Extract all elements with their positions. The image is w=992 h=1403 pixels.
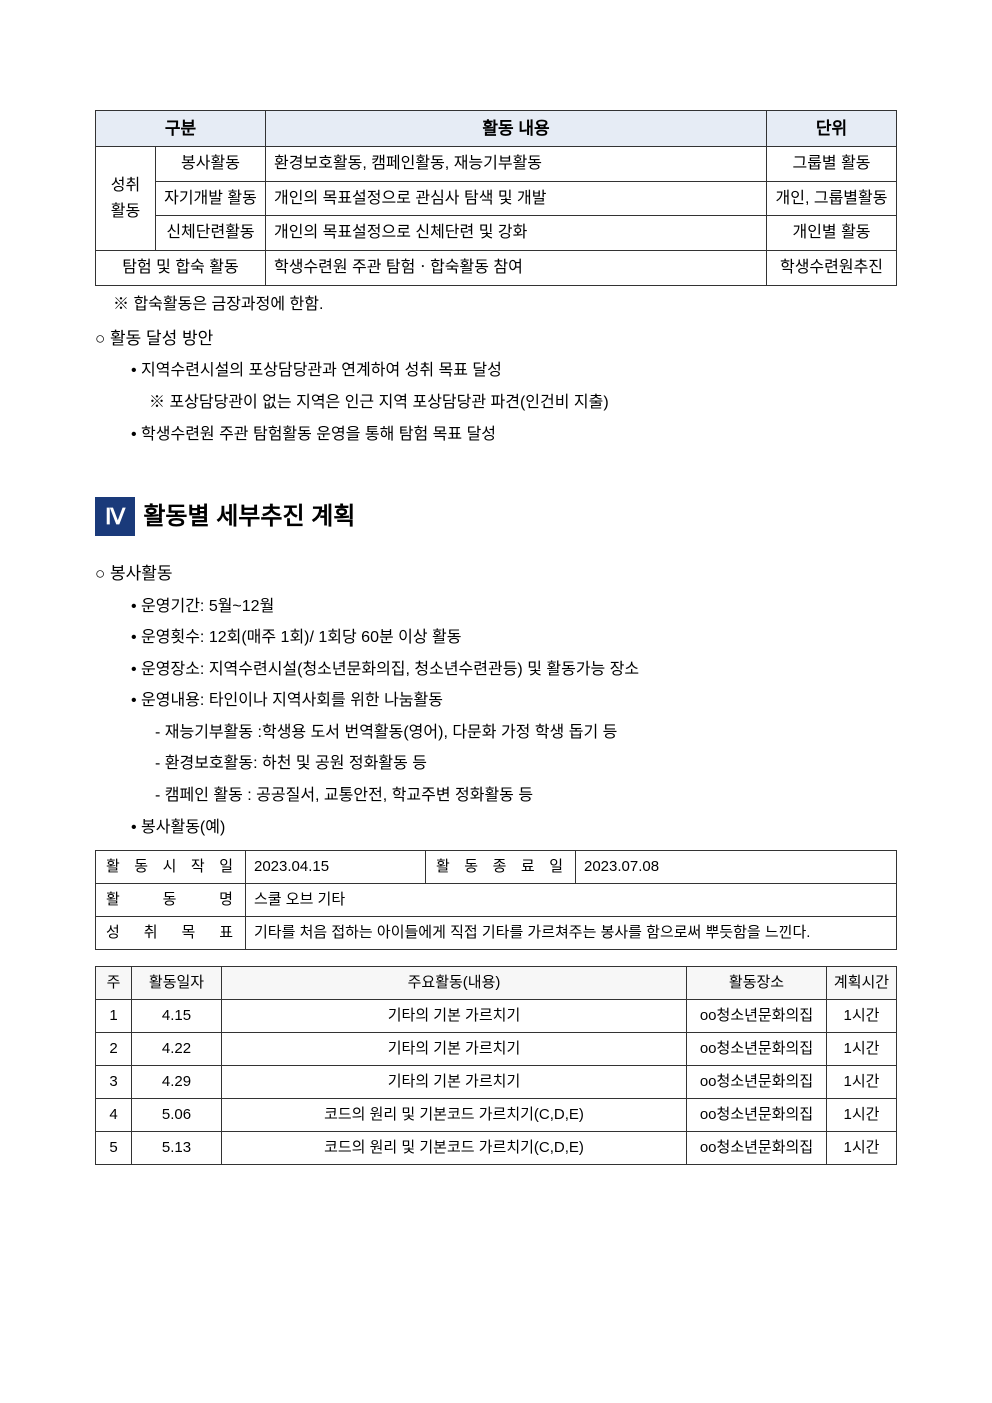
- table-row-content: 개인의 목표설정으로 신체단련 및 강화: [266, 216, 767, 251]
- meta-value-goal: 기타를 처음 접하는 아이들에게 직접 기타를 가르쳐주는 봉사를 함으로써 뿌…: [246, 917, 897, 950]
- sch-cell-date: 4.22: [132, 1033, 222, 1066]
- sch-cell-activity: 기타의 기본 가르치기: [222, 1066, 687, 1099]
- volunteer-bullet: 운영기간: 5월~12월: [131, 594, 897, 620]
- sch-cell-hours: 1시간: [827, 1132, 897, 1165]
- table-row: 24.22기타의 기본 가르치기oo청소년문화의집1시간: [96, 1033, 897, 1066]
- table-row-sub: 탐험 및 합숙 활동: [96, 250, 266, 285]
- sch-col-hours: 계획시간: [827, 967, 897, 1000]
- table-row-unit: 학생수련원추진: [767, 250, 897, 285]
- sch-cell-place: oo청소년문화의집: [687, 1033, 827, 1066]
- table-row-sub: 봉사활동: [156, 147, 266, 182]
- table-row-sub: 신체단련활동: [156, 216, 266, 251]
- sch-cell-activity: 코드의 원리 및 기본코드 가르치기(C,D,E): [222, 1099, 687, 1132]
- meta-label-goal: 성 취 목 표: [96, 917, 246, 950]
- achieve-subnote: ※ 포상담당관이 없는 지역은 인근 지역 포상담당관 파견(인건비 지출): [149, 390, 897, 416]
- col-header-unit: 단위: [767, 111, 897, 147]
- sch-cell-week: 2: [96, 1033, 132, 1066]
- col-header-category: 구분: [96, 111, 266, 147]
- note-hapsuk: ※ 합숙활동은 금장과정에 한함.: [113, 292, 897, 318]
- col-header-content: 활동 내용: [266, 111, 767, 147]
- meta-label-end: 활 동 종 료 일: [426, 851, 576, 884]
- sch-cell-place: oo청소년문화의집: [687, 1000, 827, 1033]
- sch-cell-week: 3: [96, 1066, 132, 1099]
- volunteer-bullet: 운영횟수: 12회(매주 1회)/ 1회당 60분 이상 활동: [131, 625, 897, 651]
- meta-value-end: 2023.07.08: [576, 851, 897, 884]
- sch-cell-week: 4: [96, 1099, 132, 1132]
- volunteer-heading: 봉사활동: [95, 560, 897, 587]
- sch-cell-activity: 기타의 기본 가르치기: [222, 1000, 687, 1033]
- section-title: 활동별 세부추진 계획: [143, 498, 355, 536]
- volunteer-example-bullet: 봉사활동(예): [131, 815, 897, 841]
- achieve-heading: 활동 달성 방안: [95, 325, 897, 352]
- table-row-content: 개인의 목표설정으로 관심사 탐색 및 개발: [266, 181, 767, 216]
- sch-cell-place: oo청소년문화의집: [687, 1066, 827, 1099]
- sch-cell-date: 5.06: [132, 1099, 222, 1132]
- volunteer-bullet: 운영내용: 타인이나 지역사회를 위한 나눔활동: [131, 688, 897, 714]
- table-row-unit: 그룹별 활동: [767, 147, 897, 182]
- table-row: 14.15기타의 기본 가르치기oo청소년문화의집1시간: [96, 1000, 897, 1033]
- sch-cell-date: 4.15: [132, 1000, 222, 1033]
- table-row-content: 환경보호활동, 캠페인활동, 재능기부활동: [266, 147, 767, 182]
- sch-cell-date: 4.29: [132, 1066, 222, 1099]
- sch-col-activity: 주요활동(내용): [222, 967, 687, 1000]
- meta-value-name: 스쿨 오브 기타: [246, 884, 897, 917]
- table-row: 45.06코드의 원리 및 기본코드 가르치기(C,D,E)oo청소년문화의집1…: [96, 1099, 897, 1132]
- sch-cell-hours: 1시간: [827, 1066, 897, 1099]
- sch-cell-activity: 기타의 기본 가르치기: [222, 1033, 687, 1066]
- sch-cell-week: 1: [96, 1000, 132, 1033]
- sch-cell-activity: 코드의 원리 및 기본코드 가르치기(C,D,E): [222, 1132, 687, 1165]
- volunteer-dash: - 재능기부활동 :학생용 도서 번역활동(영어), 다문화 가정 학생 돕기 …: [155, 720, 897, 746]
- sch-col-place: 활동장소: [687, 967, 827, 1000]
- achieve-bullet: 지역수련시설의 포상담당관과 연계하여 성취 목표 달성: [131, 358, 897, 384]
- sch-cell-hours: 1시간: [827, 1033, 897, 1066]
- table-row-sub: 자기개발 활동: [156, 181, 266, 216]
- table-row-unit: 개인, 그룹별활동: [767, 181, 897, 216]
- sch-cell-week: 5: [96, 1132, 132, 1165]
- volunteer-bullet: 운영장소: 지역수련시설(청소년문화의집, 청소년수련관등) 및 활동가능 장소: [131, 657, 897, 683]
- schedule-table: 주 활동일자 주요활동(내용) 활동장소 계획시간 14.15기타의 기본 가르…: [95, 966, 897, 1165]
- activity-meta-table: 활 동 시 작 일 2023.04.15 활 동 종 료 일 2023.07.0…: [95, 850, 897, 950]
- sch-cell-place: oo청소년문화의집: [687, 1099, 827, 1132]
- sch-cell-hours: 1시간: [827, 1099, 897, 1132]
- section-badge: Ⅳ: [95, 497, 135, 536]
- sch-cell-hours: 1시간: [827, 1000, 897, 1033]
- meta-label-name: 활 동 명: [96, 884, 246, 917]
- achieve-bullet: 학생수련원 주관 탐험활동 운영을 통해 탐험 목표 달성: [131, 422, 897, 448]
- table-row: 55.13코드의 원리 및 기본코드 가르치기(C,D,E)oo청소년문화의집1…: [96, 1132, 897, 1165]
- table-row: 34.29기타의 기본 가르치기oo청소년문화의집1시간: [96, 1066, 897, 1099]
- sch-cell-place: oo청소년문화의집: [687, 1132, 827, 1165]
- volunteer-dash: - 캠페인 활동 : 공공질서, 교통안전, 학교주변 정화활동 등: [155, 783, 897, 809]
- cat-group: 성취 활동: [96, 147, 156, 251]
- meta-value-start: 2023.04.15: [246, 851, 426, 884]
- sch-col-week: 주: [96, 967, 132, 1000]
- volunteer-dash: - 환경보호활동: 하천 및 공원 정화활동 등: [155, 751, 897, 777]
- sch-cell-date: 5.13: [132, 1132, 222, 1165]
- meta-label-start: 활 동 시 작 일: [96, 851, 246, 884]
- section-header: Ⅳ 활동별 세부추진 계획: [95, 497, 897, 536]
- sch-col-date: 활동일자: [132, 967, 222, 1000]
- table-row-content: 학생수련원 주관 탐험ㆍ합숙활동 참여: [266, 250, 767, 285]
- category-table: 구분 활동 내용 단위 성취 활동 봉사활동 환경보호활동, 캠페인활동, 재능…: [95, 110, 897, 286]
- table-row-unit: 개인별 활동: [767, 216, 897, 251]
